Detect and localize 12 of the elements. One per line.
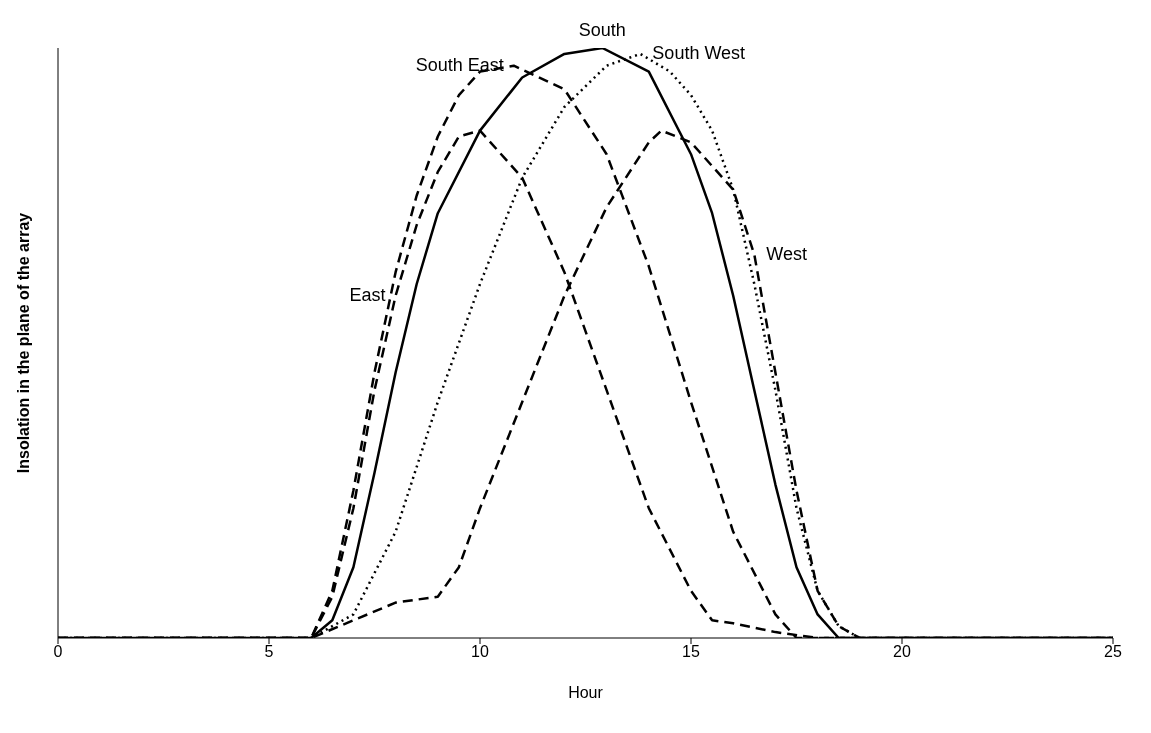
series-label: South West [652,42,746,63]
series-label: East [349,284,386,305]
series-label: South [578,20,626,40]
x-tick-label: 20 [893,643,911,661]
x-tick-label: 0 [53,643,63,661]
x-tick-label: 15 [682,643,700,661]
x-tick-label: 10 [471,643,489,661]
x-tick-label: 5 [264,643,274,661]
x-axis-title: Hour [568,684,604,701]
x-tick-label: 25 [1104,643,1122,661]
series-label: West [766,243,807,264]
y-axis-title: Insolation in the plane of the array [14,212,32,474]
